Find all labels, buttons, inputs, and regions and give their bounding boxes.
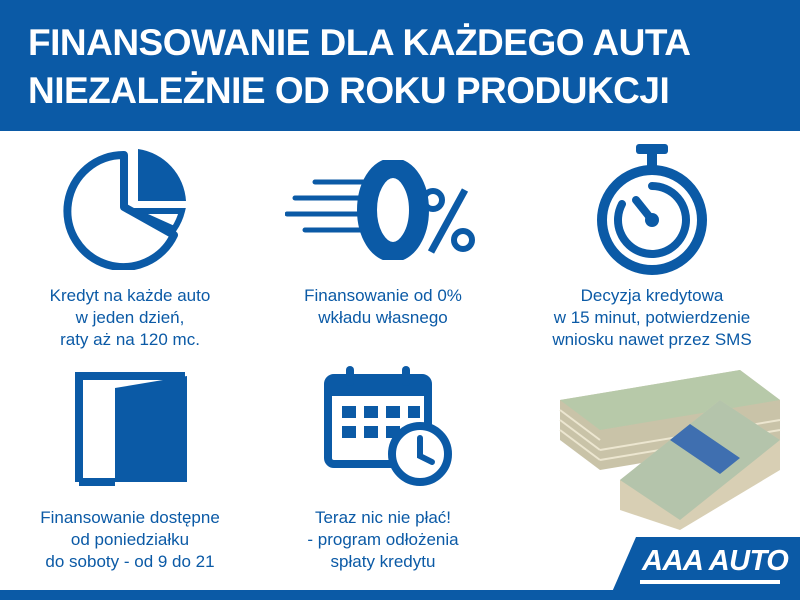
caption-line: Finansowanie od 0%: [304, 286, 462, 305]
feature-caption-credit: Kredyt na każde auto w jeden dzień, raty…: [0, 285, 260, 351]
caption-line: Decyzja kredytowa: [580, 286, 724, 305]
caption-line: - program odłożenia: [307, 530, 459, 549]
caption-line: spłaty kredytu: [330, 552, 436, 571]
caption-line: Finansowanie dostępne: [40, 508, 220, 527]
caption-line: wkładu własnego: [318, 308, 448, 327]
banknotes-stack-image: [559, 370, 781, 530]
caption-line: w 15 minut, potwierdzenie: [553, 308, 751, 327]
caption-line: raty aż na 120 mc.: [60, 330, 200, 349]
logo-text: AAA AUTO: [642, 545, 789, 577]
feature-caption-hours: Finansowanie dostępne od poniedziałku do…: [0, 507, 260, 573]
zero-percent-icon: [285, 160, 475, 260]
caption-line: Kredyt na każde auto: [49, 286, 211, 305]
footer-strip: [0, 590, 800, 600]
caption-line: w jeden dzień,: [75, 308, 185, 327]
feature-caption-decision: Decyzja kredytowa w 15 minut, potwierdze…: [522, 285, 782, 351]
stopwatch-icon: [597, 144, 707, 275]
headline-line-2: NIEZALEŻNIE OD ROKU PRODUKCJI: [28, 70, 670, 111]
caption-line: do soboty - od 9 do 21: [45, 552, 215, 571]
door-icon: [75, 372, 187, 486]
headline-line-1: FINANSOWANIE DLA KAŻDEGO AUTA: [28, 22, 691, 63]
caption-line: wniosku nawet przez SMS: [552, 330, 752, 349]
header-banner: FINANSOWANIE DLA KAŻDEGO AUTA NIEZALEŻNI…: [0, 0, 800, 131]
caption-line: Teraz nic nie płać!: [314, 508, 452, 527]
feature-caption-zero-down: Finansowanie od 0% wkładu własnego: [253, 285, 513, 329]
pie-chart-icon: [63, 149, 186, 270]
caption-line: od poniedziałku: [70, 530, 190, 549]
feature-caption-deferral: Teraz nic nie płać! - program odłożenia …: [253, 507, 513, 573]
calendar-clock-icon: [324, 366, 452, 486]
aaa-auto-logo: AAA AUTO: [612, 537, 800, 592]
